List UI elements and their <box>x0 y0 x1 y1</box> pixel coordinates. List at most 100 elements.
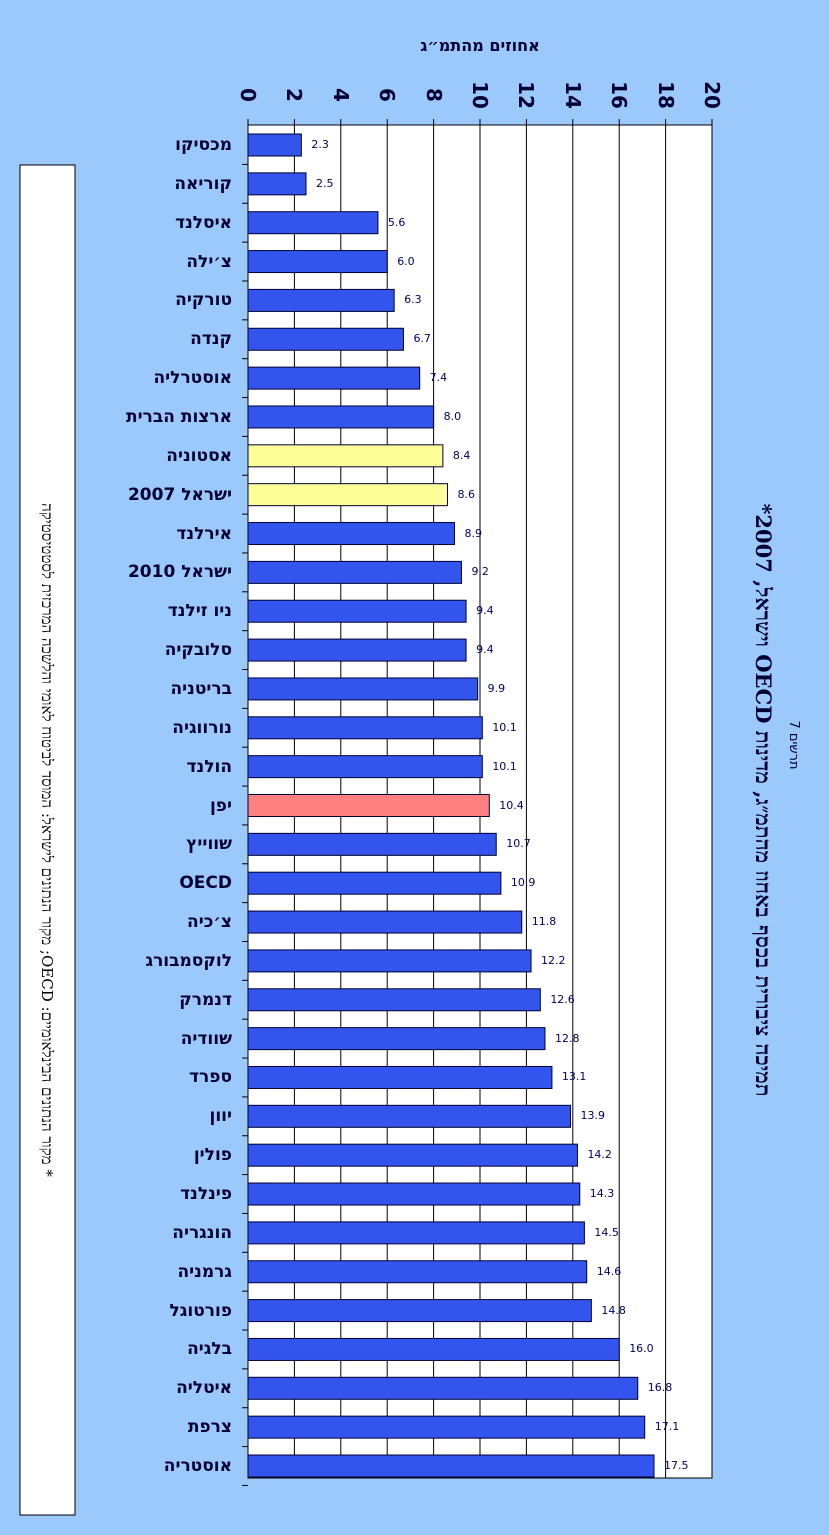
value-label: 9.4 <box>476 604 494 618</box>
bar <box>247 794 490 817</box>
value-label: 13.9 <box>580 1109 605 1123</box>
category-label: שוודיה <box>180 1028 232 1049</box>
value-label: 12.8 <box>554 1031 580 1045</box>
value-label: 16.8 <box>647 1381 673 1395</box>
bar <box>247 949 532 973</box>
category-label: ארצות הברית <box>126 406 232 427</box>
category-label: הונגריה <box>172 1222 232 1243</box>
category-label: ישראל 2010 <box>127 562 232 583</box>
category-label: דנמרק <box>179 989 232 1010</box>
value-label: 16.0 <box>629 1342 654 1356</box>
bar <box>247 444 444 468</box>
value-label: 12.2 <box>541 953 566 967</box>
x-tick-label: 16 <box>607 81 632 109</box>
category-label: איסלנד <box>175 212 232 233</box>
value-label: 7.4 <box>429 371 448 385</box>
bar <box>247 211 379 235</box>
value-label: 14.5 <box>594 1225 619 1239</box>
bar <box>247 483 449 507</box>
bar <box>247 522 455 546</box>
bar <box>247 716 483 740</box>
category-label: לוקסמבורג <box>145 950 232 971</box>
category-label: אוסטריה <box>163 1456 232 1476</box>
bar <box>247 1454 655 1478</box>
bar <box>247 988 541 1012</box>
bar <box>247 288 395 312</box>
value-label: 17.1 <box>654 1420 680 1434</box>
category-label: שווייץ <box>186 834 232 855</box>
value-label: 14.2 <box>587 1148 612 1162</box>
bar <box>247 560 462 584</box>
value-label: 2.3 <box>311 138 329 151</box>
chart-subtitle: תרשים 7 <box>786 720 801 770</box>
category-label: ספרד <box>189 1067 232 1088</box>
bar <box>247 677 479 701</box>
value-label: 14.6 <box>596 1264 622 1278</box>
x-tick-label: 18 <box>653 81 678 109</box>
bar <box>247 366 421 390</box>
bar <box>247 1027 546 1051</box>
value-label: 6.3 <box>404 293 422 307</box>
category-label: קנדה <box>190 329 232 350</box>
value-label: 2.5 <box>316 176 334 190</box>
category-label: אוסטרליה <box>153 368 232 389</box>
x-tick-label: 12 <box>514 81 539 109</box>
bar <box>247 1182 581 1206</box>
category-label: ישראל 2007 <box>127 484 232 505</box>
category-label: פולין <box>193 1145 232 1166</box>
bar <box>247 1065 553 1089</box>
value-label: 10.7 <box>506 837 531 851</box>
x-tick-label: 8 <box>421 88 446 102</box>
bar <box>247 1104 571 1128</box>
value-label: 13.1 <box>561 1070 587 1084</box>
value-label: 10.9 <box>510 876 536 890</box>
category-label: בלגיה <box>187 1339 232 1360</box>
bar <box>247 871 502 895</box>
category-label: אסטוניה <box>166 445 232 466</box>
category-label: אירלנד <box>176 523 232 544</box>
chart-title: תמיכה ציבורית בכסף באחוז מהתמ״ג, מדינות … <box>751 503 776 1097</box>
bar <box>247 133 302 157</box>
category-label: פינלנד <box>180 1184 232 1205</box>
value-label: 6.0 <box>397 254 415 268</box>
x-tick-label: 2 <box>282 88 307 102</box>
value-label: 8.6 <box>457 487 476 501</box>
category-label: איטליה <box>176 1378 232 1399</box>
category-label: ניו זילנד <box>167 601 232 622</box>
bar <box>247 1415 646 1439</box>
value-label: 9.2 <box>471 565 489 579</box>
value-label: 10.4 <box>499 798 524 812</box>
category-label: פורטוגל <box>169 1300 232 1321</box>
category-label: צ׳כיה <box>187 912 232 933</box>
value-label: 8.4 <box>452 448 471 462</box>
note-box <box>19 164 76 1516</box>
category-label: סלובקיה <box>164 640 232 661</box>
bar <box>247 910 523 934</box>
bar <box>247 1376 639 1400</box>
category-label: קוריאה <box>174 173 232 194</box>
value-label: 14.3 <box>589 1187 615 1201</box>
value-label: 8.9 <box>464 526 482 540</box>
x-tick-label: 10 <box>468 81 492 109</box>
category-label: הולנד <box>186 756 233 777</box>
category-label: טורקיה <box>175 290 232 311</box>
value-label: 10.1 <box>492 720 517 734</box>
category-label: בריטניה <box>170 678 232 699</box>
value-label: 9.9 <box>487 681 506 695</box>
x-axis-label: אחוזים מהתמ״ג <box>420 36 540 55</box>
value-label: 9.4 <box>476 643 494 657</box>
value-label: 14.8 <box>601 1303 626 1317</box>
bar <box>247 1143 578 1167</box>
bar <box>247 1221 585 1245</box>
category-label: OECD <box>179 873 232 894</box>
category-label: מכסיקו <box>175 135 232 155</box>
value-label: 8.0 <box>443 409 462 423</box>
value-label: 17.5 <box>664 1459 689 1472</box>
x-tick-label: 4 <box>328 88 353 102</box>
category-label: יוון <box>209 1106 232 1127</box>
bar <box>247 405 435 429</box>
bar <box>247 1337 620 1361</box>
x-tick-label: 6 <box>375 88 400 102</box>
